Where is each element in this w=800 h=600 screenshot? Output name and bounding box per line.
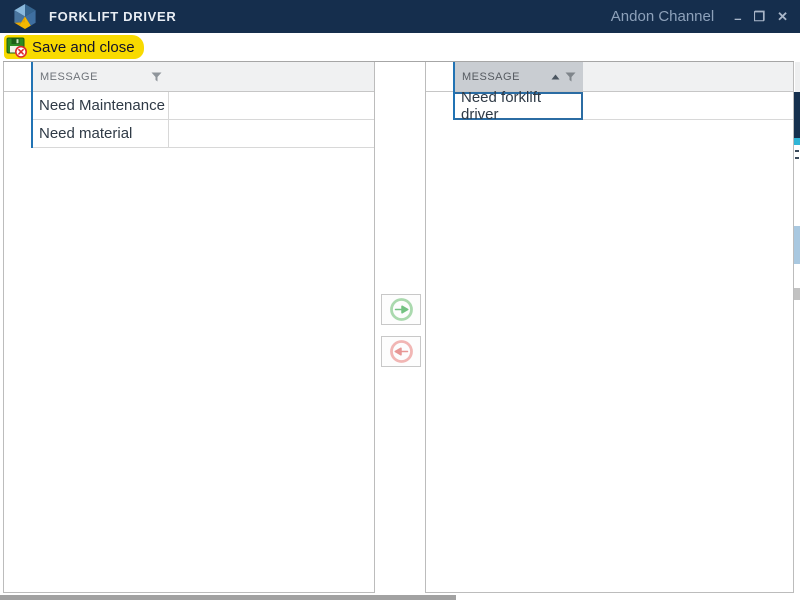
message-column-header[interactable]: MESSAGE: [31, 62, 169, 91]
background-window-strip: [795, 157, 799, 159]
row-indicator-gutter: [4, 62, 31, 91]
assigned-messages-panel: MESSAGE Need forklift driver: [425, 62, 794, 593]
frozen-column-accent: [31, 62, 33, 148]
taskbar-strip: [0, 595, 456, 600]
message-column-label: MESSAGE: [462, 70, 520, 83]
row-indicator-gutter: [426, 62, 453, 91]
toolbar: Save and close: [0, 33, 800, 61]
move-left-button[interactable]: [381, 336, 421, 367]
message-cell-selected[interactable]: Need forklift driver: [453, 89, 583, 123]
background-window-strip: [795, 150, 799, 152]
move-right-button[interactable]: [381, 294, 421, 325]
save-and-close-button[interactable]: Save and close: [4, 35, 144, 59]
save-and-close-label: Save and close: [32, 38, 135, 56]
row-filler: [169, 120, 374, 148]
window-title: FORKLIFT DRIVER: [49, 9, 177, 24]
row-indicator-cell: [4, 92, 31, 120]
filter-icon[interactable]: [151, 72, 162, 82]
background-window-strip: [794, 138, 800, 145]
background-scrollbar-strip: [794, 226, 800, 264]
close-button[interactable]: ✕: [777, 9, 788, 24]
sort-ascending-icon: [551, 74, 560, 79]
available-messages-panel: MESSAGE Need Maintenance Need material: [3, 62, 375, 593]
app-logo-icon: [14, 3, 36, 30]
filter-icon[interactable]: [565, 72, 576, 82]
move-right-icon: [389, 298, 413, 321]
background-window-strip: [794, 92, 800, 138]
background-window-strip: [794, 288, 800, 300]
minimize-button[interactable]: –: [734, 11, 742, 26]
save-icon: [6, 37, 27, 58]
message-column-label: MESSAGE: [40, 70, 98, 83]
row-filler: [169, 92, 374, 120]
grid-header-filler: [169, 62, 374, 91]
row-filler: [583, 92, 793, 120]
panel-top-border: [3, 61, 794, 62]
grid-header-row: MESSAGE: [426, 62, 793, 92]
table-row[interactable]: Need forklift driver: [426, 89, 793, 123]
titlebar: FORKLIFT DRIVER Andon Channel – ❒ ✕: [0, 0, 800, 33]
move-left-icon: [389, 340, 413, 363]
grid-header-filler: [583, 62, 793, 91]
table-row[interactable]: Need Maintenance: [4, 92, 374, 120]
message-column-header-sorted[interactable]: MESSAGE: [453, 62, 583, 91]
background-window-strip: [795, 62, 800, 92]
message-cell[interactable]: Need Maintenance: [31, 92, 169, 120]
message-cell[interactable]: Need material: [31, 120, 169, 148]
app-name-label: Andon Channel: [610, 8, 715, 25]
row-indicator-cell: [4, 120, 31, 148]
row-indicator-cell: [426, 92, 453, 120]
frozen-column-accent: [453, 62, 455, 120]
table-row[interactable]: Need material: [4, 120, 374, 148]
grid-header-row: MESSAGE: [4, 62, 374, 92]
maximize-button[interactable]: ❒: [753, 9, 766, 24]
